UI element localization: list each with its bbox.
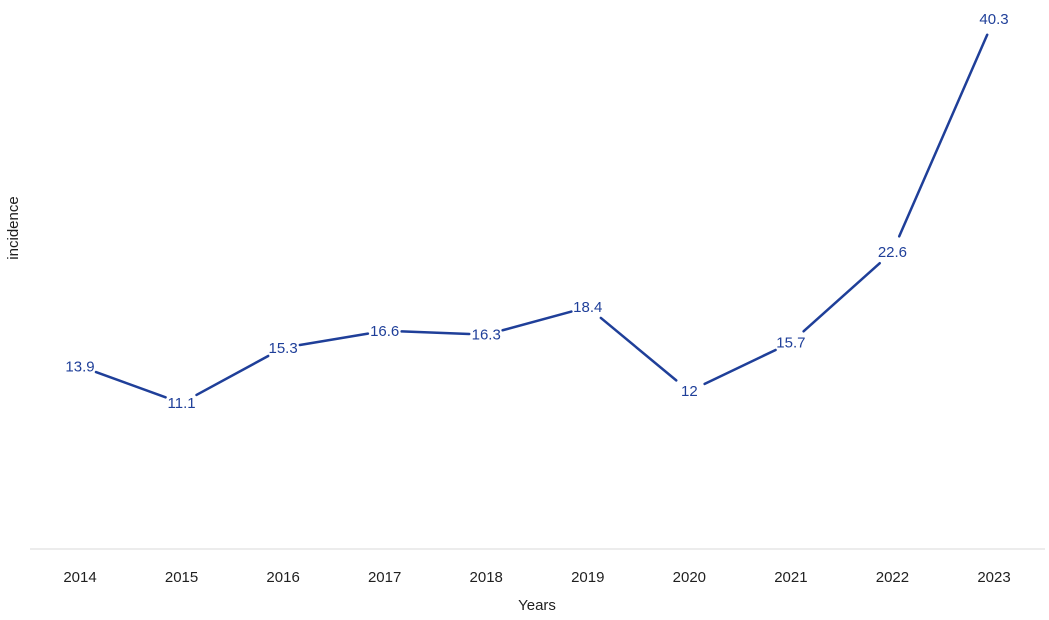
x-tick-label: 2018 [470, 569, 503, 586]
x-axis-title: Years [518, 597, 556, 614]
series-line-segment [802, 261, 882, 333]
x-tick-label: 2022 [876, 569, 909, 586]
data-label: 15.7 [776, 335, 805, 352]
series-line-segment [195, 354, 270, 397]
data-label: 18.4 [573, 299, 602, 316]
series-line-segment [897, 33, 989, 238]
series-line-segment [599, 316, 678, 382]
series-line-segment [400, 330, 471, 336]
data-label: 16.6 [370, 323, 399, 340]
x-tick-label: 2020 [673, 569, 706, 586]
series-line-segment [703, 348, 777, 386]
series-line-segment [501, 310, 573, 332]
x-tick-label: 2017 [368, 569, 401, 586]
data-label: 11.1 [168, 395, 196, 412]
data-label: 15.3 [269, 340, 298, 357]
data-label: 16.3 [472, 327, 501, 344]
x-tick-label: 2021 [774, 569, 807, 586]
data-label: 13.9 [65, 358, 94, 375]
series-line-segment [298, 332, 370, 347]
x-tick-label: 2014 [63, 569, 96, 586]
y-axis-title: incidence [5, 196, 22, 259]
x-tick-label: 2015 [165, 569, 198, 586]
data-label: 22.6 [878, 244, 907, 261]
x-tick-label: 2023 [977, 569, 1010, 586]
series-line-segment [94, 370, 167, 399]
x-tick-label: 2016 [266, 569, 299, 586]
data-label: 12 [681, 383, 698, 400]
x-tick-label: 2019 [571, 569, 604, 586]
data-label: 40.3 [979, 11, 1008, 28]
